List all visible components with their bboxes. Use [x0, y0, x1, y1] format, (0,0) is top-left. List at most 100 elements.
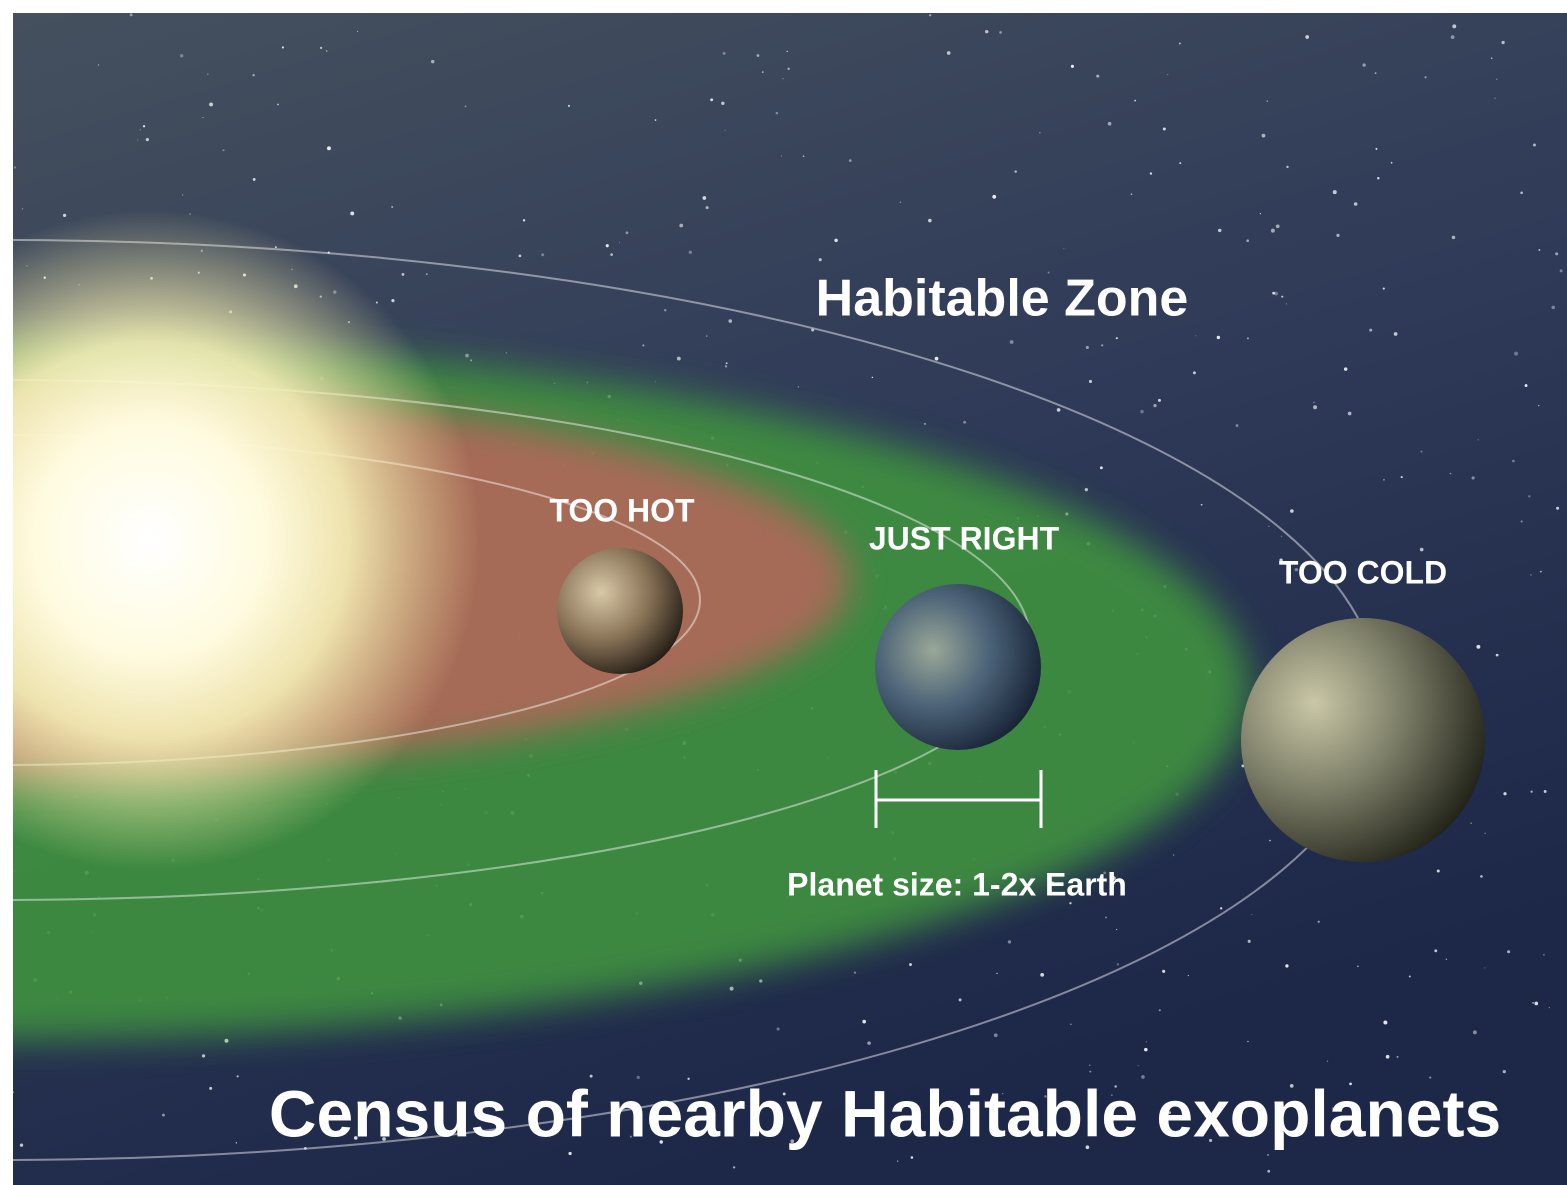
star	[1512, 459, 1515, 463]
star	[1524, 384, 1528, 388]
star	[899, 201, 902, 204]
star	[1374, 72, 1377, 75]
star	[1162, 127, 1166, 131]
star	[1450, 35, 1455, 39]
star	[1385, 1054, 1390, 1059]
star	[1305, 35, 1310, 39]
star	[862, 1019, 867, 1024]
star	[963, 420, 967, 424]
star	[1007, 940, 1012, 944]
star	[13, 1091, 15, 1094]
star	[1178, 42, 1181, 45]
star	[1377, 177, 1380, 180]
star	[1261, 133, 1266, 138]
star	[923, 422, 926, 425]
star	[1103, 871, 1107, 875]
star	[1172, 854, 1175, 856]
star	[909, 963, 912, 966]
star	[946, 51, 951, 55]
star	[636, 1075, 640, 1080]
star	[1101, 344, 1104, 347]
scale-bar	[874, 770, 1043, 828]
star	[871, 376, 874, 379]
star	[1501, 40, 1505, 45]
star	[688, 250, 692, 254]
star	[897, 1160, 899, 1162]
star	[1480, 875, 1483, 878]
star	[610, 253, 613, 257]
star	[1044, 1095, 1047, 1098]
star	[1445, 958, 1448, 960]
star	[129, 13, 133, 17]
star	[1530, 574, 1532, 576]
star	[567, 104, 570, 107]
star	[1507, 950, 1511, 954]
star	[1088, 379, 1093, 383]
star	[464, 105, 467, 108]
star	[1393, 332, 1398, 336]
star	[1470, 822, 1472, 824]
star	[1289, 1084, 1294, 1088]
star	[802, 155, 805, 157]
star	[1313, 401, 1315, 404]
star	[1496, 78, 1498, 80]
star	[1538, 249, 1541, 251]
star	[137, 139, 139, 141]
scale-label: Planet size: 1-2x Earth	[787, 866, 1127, 902]
star	[1187, 974, 1189, 977]
star	[1530, 790, 1533, 793]
diagram-title: Habitable Zone	[816, 270, 1189, 328]
star	[934, 356, 939, 361]
star	[853, 971, 857, 974]
star	[1336, 233, 1340, 237]
star	[1495, 653, 1499, 657]
star	[1084, 487, 1089, 492]
star	[1115, 337, 1118, 340]
star	[1116, 928, 1118, 931]
star	[1145, 1041, 1147, 1043]
star	[1247, 1040, 1249, 1043]
star	[1114, 1085, 1117, 1088]
caption: Census of nearby Habitable exoplanets	[269, 1076, 1501, 1150]
star	[1210, 1120, 1213, 1123]
star	[1140, 409, 1144, 414]
star	[1195, 335, 1197, 337]
star	[1208, 1138, 1213, 1143]
star	[1105, 916, 1107, 919]
star	[1085, 345, 1089, 350]
star	[1503, 792, 1507, 796]
star	[1514, 351, 1519, 356]
star	[541, 253, 545, 257]
star	[1326, 1060, 1329, 1062]
star	[605, 244, 609, 248]
star	[1332, 190, 1337, 195]
earth-planet	[875, 584, 1041, 750]
star	[1259, 213, 1262, 215]
star	[992, 194, 997, 199]
star	[725, 362, 728, 365]
star	[1362, 63, 1366, 67]
star	[1099, 466, 1103, 470]
star	[1543, 954, 1545, 956]
star	[1096, 74, 1100, 78]
star	[281, 46, 284, 49]
star	[999, 31, 1002, 34]
star	[1144, 1047, 1148, 1052]
star	[340, 1133, 342, 1135]
illustration: Habitable Zone TOO HOT JUST RIGHT TOO CO…	[13, 13, 1567, 1185]
star	[782, 78, 784, 80]
star	[142, 125, 146, 128]
star	[848, 159, 852, 162]
star	[252, 74, 255, 77]
star	[1375, 147, 1378, 150]
star	[1056, 408, 1061, 412]
star	[1396, 1055, 1399, 1058]
star	[1533, 143, 1536, 147]
star	[1383, 478, 1385, 481]
star	[327, 251, 330, 254]
star	[1085, 1145, 1090, 1150]
star	[1107, 121, 1112, 126]
star	[401, 272, 405, 276]
star	[958, 998, 962, 1002]
